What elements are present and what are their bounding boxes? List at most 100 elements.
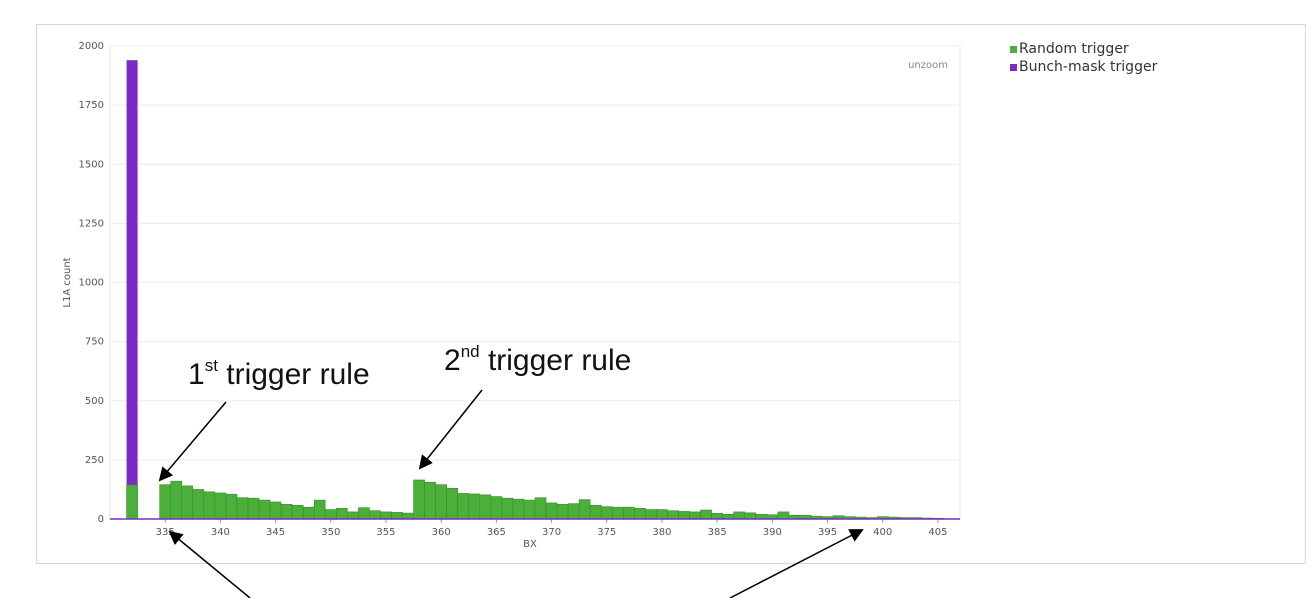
x-tick-label: 405 xyxy=(928,527,947,538)
legend-item-bunch[interactable]: Bunch-mask trigger xyxy=(1010,58,1157,76)
bar-random xyxy=(678,511,690,520)
arrow-second-rule xyxy=(418,389,483,470)
bar-random xyxy=(380,511,392,520)
bar-random xyxy=(214,492,227,520)
bar-random xyxy=(457,493,470,520)
x-tick-label: 345 xyxy=(266,527,285,538)
bar-random xyxy=(280,504,293,520)
y-axis-label: L1A count xyxy=(62,257,73,307)
legend-swatch-random xyxy=(1010,45,1017,53)
legend-label-random: Random trigger xyxy=(1019,41,1129,57)
annotation-first-rule: 1st trigger rule xyxy=(188,356,370,391)
x-tick-label: 375 xyxy=(597,527,616,538)
bar-random xyxy=(391,512,403,520)
bar-random xyxy=(413,479,425,520)
bar-random xyxy=(203,491,216,520)
bar-random xyxy=(369,510,381,520)
bar-bunch xyxy=(126,60,138,485)
bar-random xyxy=(181,485,194,520)
bar-random xyxy=(192,489,205,520)
bar-random xyxy=(711,513,723,520)
x-tick-label: 380 xyxy=(652,527,671,538)
bar-random xyxy=(634,508,646,520)
legend-label-bunch: Bunch-mask trigger xyxy=(1019,59,1158,75)
bar-random xyxy=(358,507,370,520)
bar-random xyxy=(170,480,183,520)
axes: 0 250 500 750 1000 1250 1500 1750 2000 335 340 345 3… xyxy=(62,41,960,550)
bar-random xyxy=(545,502,558,520)
bar-random xyxy=(236,497,249,520)
bar-random xyxy=(402,512,414,520)
x-tick-label: 360 xyxy=(432,527,451,538)
x-tick-label: 370 xyxy=(542,527,561,538)
bar-random xyxy=(501,497,514,520)
x-tick-label: 335 xyxy=(156,527,175,538)
arrow-bottom-right xyxy=(729,529,864,598)
bar-random xyxy=(490,496,503,520)
bar-random xyxy=(435,484,447,520)
bar-random xyxy=(556,504,569,520)
y-tick-label: 1000 xyxy=(79,278,104,289)
bar-random xyxy=(689,511,701,520)
y-tick-label: 1500 xyxy=(79,159,104,170)
x-axis-label: BX xyxy=(523,539,537,550)
bar-random xyxy=(247,497,260,520)
bar-random xyxy=(302,506,315,520)
y-tick-label: 2000 xyxy=(79,41,104,52)
legend-item-random[interactable]: Random trigger xyxy=(1010,40,1157,58)
bar-random xyxy=(645,509,657,520)
x-tick-label: 340 xyxy=(211,527,230,538)
x-tick-label: 350 xyxy=(321,527,340,538)
bar-random xyxy=(258,499,271,520)
y-tick-label: 1750 xyxy=(79,100,104,111)
chart-frame xyxy=(36,24,1306,564)
bar-random xyxy=(291,504,304,520)
bar-random xyxy=(534,497,547,520)
y-tick-label: 1250 xyxy=(79,218,104,229)
bar-random xyxy=(512,498,525,520)
bar-random xyxy=(667,510,679,520)
x-tick-label: 400 xyxy=(873,527,892,538)
bar-random xyxy=(324,509,337,520)
bar-random xyxy=(700,509,712,520)
y-tick-label: 0 xyxy=(98,514,104,525)
unzoom-button[interactable]: unzoom xyxy=(908,60,948,71)
bar-random xyxy=(589,504,602,520)
bar-random xyxy=(269,501,282,520)
bar-random xyxy=(126,484,138,520)
bar-random xyxy=(313,499,326,520)
bar-random xyxy=(623,506,635,520)
bar-random xyxy=(656,509,668,520)
arrow-bottom-left xyxy=(168,530,251,598)
x-tick-label: 390 xyxy=(763,527,782,538)
x-tick-label: 385 xyxy=(708,527,727,538)
bar-random xyxy=(347,511,359,520)
y-tick-label: 750 xyxy=(85,337,104,348)
bar-random xyxy=(600,506,613,520)
bar-random xyxy=(479,494,492,520)
bar-random xyxy=(159,484,172,520)
bar-random xyxy=(611,506,624,520)
y-tick-label: 250 xyxy=(85,455,104,466)
bar-random xyxy=(567,503,580,520)
bar-random xyxy=(578,499,591,520)
y-tick-label: 500 xyxy=(85,396,104,407)
x-tick-label: 355 xyxy=(376,527,395,538)
annotation-second-rule: 2nd trigger rule xyxy=(444,342,631,377)
bar-random xyxy=(424,482,436,520)
legend-swatch-bunch xyxy=(1010,63,1017,71)
bar-random xyxy=(523,499,536,520)
bar-random xyxy=(225,493,238,520)
bar-random xyxy=(777,511,790,520)
bar-random xyxy=(744,512,757,520)
x-tick-label: 365 xyxy=(487,527,506,538)
bar-random xyxy=(733,511,746,520)
arrow-first-rule xyxy=(158,401,227,482)
annotations: 1st trigger rule 2nd trigger rule xyxy=(158,342,864,598)
bar-random xyxy=(335,508,348,520)
bar-random xyxy=(468,493,481,520)
bar-random xyxy=(446,487,459,520)
grid-lines xyxy=(109,45,961,520)
x-tick-label: 395 xyxy=(818,527,837,538)
